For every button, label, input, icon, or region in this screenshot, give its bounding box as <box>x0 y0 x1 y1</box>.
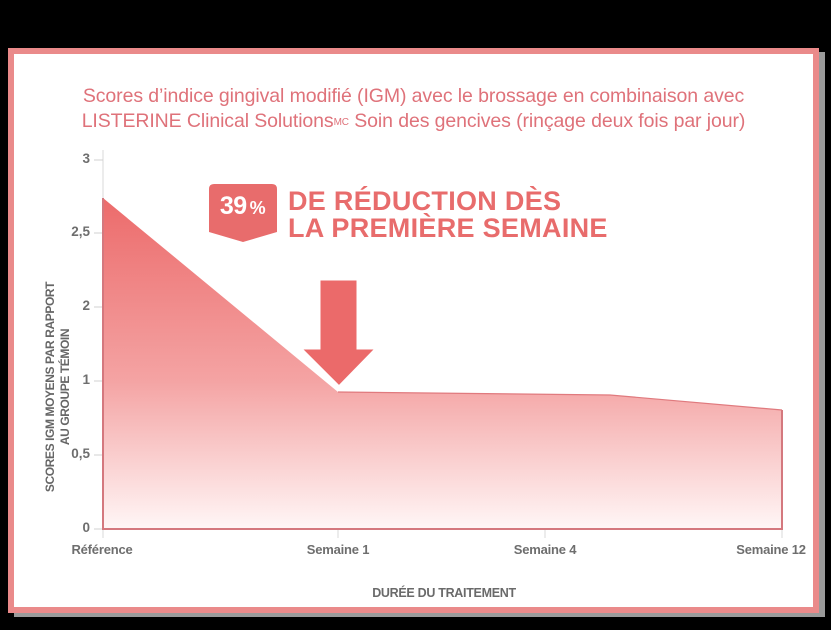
y-tick-label: 2 <box>82 298 90 313</box>
headline-line2: LA PREMIÈRE SEMAINE <box>288 213 608 243</box>
reduction-badge: 39% <box>207 192 278 221</box>
badge-value: 39 <box>219 192 247 220</box>
headline-line1: DE RÉDUCTION DÈS <box>288 186 562 216</box>
y-tick-label: 3 <box>82 151 90 166</box>
chart-plot <box>94 150 783 538</box>
data-line <box>337 391 783 411</box>
chart-title-line2-rest: Soin des gencives (rinçage deux fois par… <box>348 110 746 132</box>
x-tick-label: Semaine 1 <box>306 542 370 557</box>
chart-title: Scores d’indice gingival modifié (IGM) a… <box>14 84 813 134</box>
callout-headline: DE RÉDUCTION DÈS LA PREMIÈRE SEMAINE <box>288 188 608 242</box>
y-axis-title-line2: AU GROUPE TÉMOIN <box>58 328 72 446</box>
badge-shape <box>209 184 277 242</box>
y-axis-title-line1: SCORES IGM MOYENS PAR RAPPORT <box>43 281 57 493</box>
y-axis-ticks <box>94 159 103 530</box>
chart-frame: Scores d’indice gingival modifié (IGM) a… <box>8 48 819 613</box>
y-tick-label: 0 <box>82 520 90 535</box>
x-tick-label: Semaine 4 <box>513 542 577 557</box>
data-area-outline <box>102 198 783 530</box>
arrow-down-icon <box>296 277 381 390</box>
chart-title-line1: Scores d’indice gingival modifié (IGM) a… <box>82 85 745 107</box>
chart-title-line2-brand: LISTERINE Clinical Solutions <box>81 110 334 132</box>
badge-unit: % <box>249 198 266 218</box>
x-tick-label: Référence <box>71 542 133 557</box>
x-tick-label: Semaine 12 <box>736 542 806 557</box>
x-axis-title: DURÉE DU TRAITEMENT <box>372 586 516 600</box>
y-tick-label: 1 <box>82 372 90 387</box>
trademark-superscript: MC <box>333 117 349 128</box>
y-axis-title: SCORES IGM MOYENS PAR RAPPORT AU GROUPE … <box>43 242 73 532</box>
x-axis-ticks <box>102 529 783 538</box>
y-tick-label: 0,5 <box>71 446 90 461</box>
data-area <box>103 198 782 529</box>
y-tick-label: 2,5 <box>71 224 90 239</box>
